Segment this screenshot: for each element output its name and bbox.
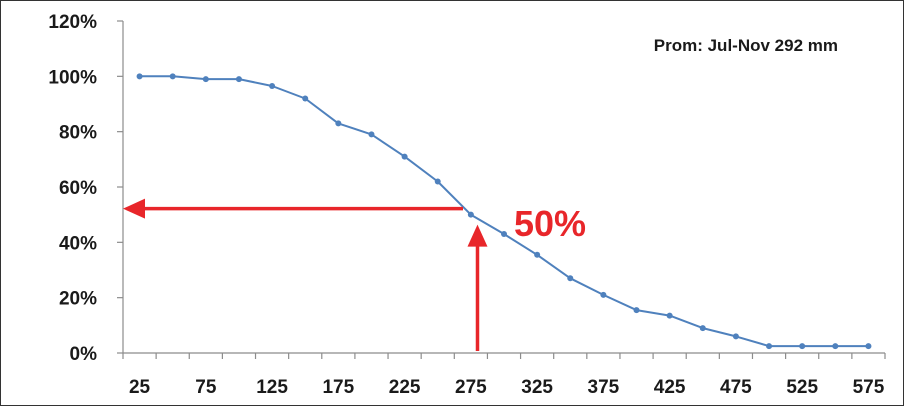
data-point (467, 211, 474, 218)
x-tick-label: 475 (720, 377, 752, 398)
x-tick-label: 225 (389, 377, 421, 398)
data-point (534, 251, 541, 258)
left-arrowhead-icon (123, 198, 145, 219)
x-tick-label: 375 (588, 377, 620, 398)
x-tick-label: 75 (195, 377, 217, 398)
data-point (832, 343, 839, 350)
data-point (302, 95, 309, 102)
data-point (766, 343, 773, 350)
data-point (401, 153, 408, 160)
data-point (501, 231, 507, 238)
y-tick-label: 60% (59, 178, 97, 199)
percent-annotation: 50% (514, 203, 586, 244)
x-tick-label: 275 (455, 377, 487, 398)
x-tick-label: 325 (521, 377, 553, 398)
info-annotation: Prom: Jul-Nov 292 mm (654, 36, 838, 55)
data-point (600, 291, 607, 298)
y-tick-label: 120% (48, 12, 97, 33)
data-point (567, 275, 574, 282)
x-tick-label: 525 (786, 377, 818, 398)
data-point (699, 325, 706, 332)
series-layer (136, 73, 872, 350)
x-tick-label: 125 (256, 377, 288, 398)
x-tick-label: 425 (654, 377, 686, 398)
y-tick-label: 100% (48, 67, 97, 88)
x-tick-label: 25 (129, 377, 151, 398)
data-point (335, 120, 342, 127)
data-point (169, 73, 176, 80)
x-tick-label: 175 (322, 377, 354, 398)
data-point (666, 312, 673, 319)
data-point (865, 343, 872, 350)
data-point (136, 73, 143, 80)
data-point (799, 343, 806, 350)
series-line (139, 75, 869, 348)
x-tick-label: 575 (853, 377, 885, 398)
y-tick-label: 20% (59, 289, 97, 310)
data-point (235, 76, 242, 83)
y-tick-label: 80% (59, 123, 97, 144)
y-tick-label: 40% (59, 233, 97, 254)
axes: 0% 20% 40% 60% 80% 100% 120% 25 75 125 175 225 275 32… (48, 12, 886, 398)
data-point (633, 307, 640, 314)
data-point (202, 76, 209, 83)
data-point (732, 333, 739, 340)
data-point (434, 178, 441, 185)
data-point (269, 83, 276, 90)
y-tick-label: 0% (70, 344, 98, 365)
up-arrowhead-icon (467, 224, 488, 247)
data-point (368, 131, 375, 138)
annotation-layer: Prom: Jul-Nov 292 mm 50% (123, 36, 838, 351)
